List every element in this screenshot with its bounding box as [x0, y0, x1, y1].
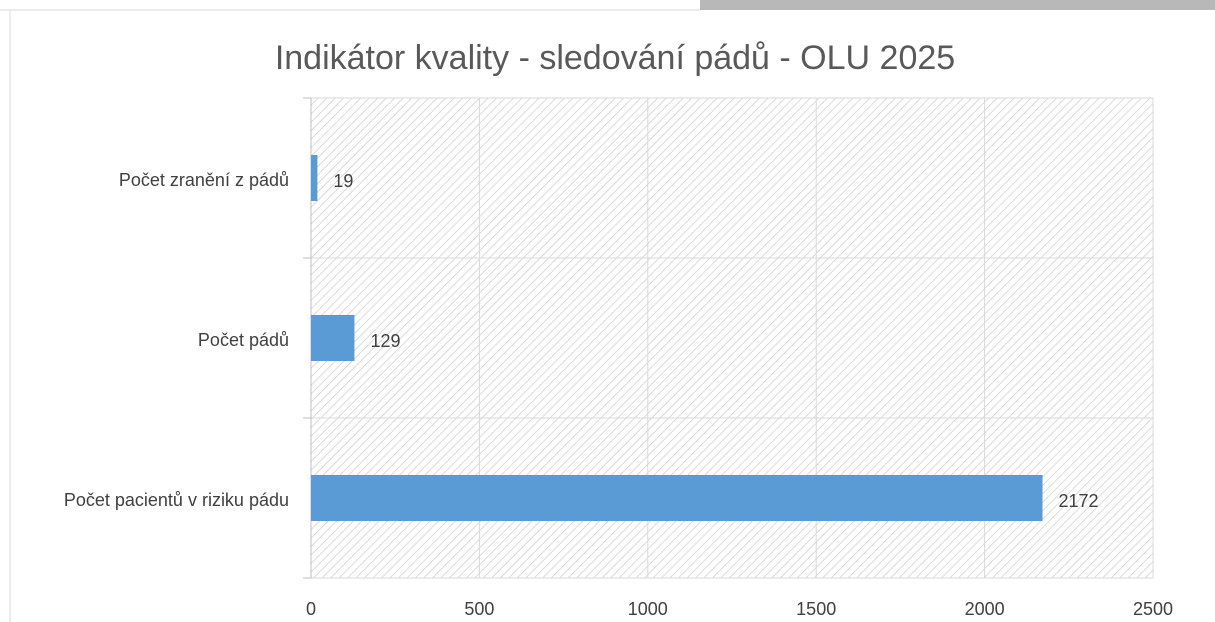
x-tick-label: 2500: [1133, 599, 1173, 619]
x-tick-label: 0: [306, 599, 316, 619]
x-tick-label: 2000: [965, 599, 1005, 619]
photo-strip: [700, 0, 1215, 10]
x-tick-label: 1500: [796, 599, 836, 619]
data-label: 19: [333, 171, 353, 191]
y-tick-label: Počet pacientů v riziku pádu: [64, 490, 289, 510]
chart-title: Indikátor kvality - sledování pádů - OLU…: [275, 39, 955, 77]
data-label: 2172: [1059, 491, 1099, 511]
bar: [311, 475, 1043, 521]
data-label: 129: [370, 331, 400, 351]
bar: [311, 315, 355, 361]
bar: [311, 155, 318, 201]
y-tick-label: Počet zranění z pádů: [119, 170, 289, 190]
x-tick-label: 1000: [628, 599, 668, 619]
y-tick-label: Počet pádů: [198, 330, 289, 350]
x-tick-label: 500: [464, 599, 494, 619]
